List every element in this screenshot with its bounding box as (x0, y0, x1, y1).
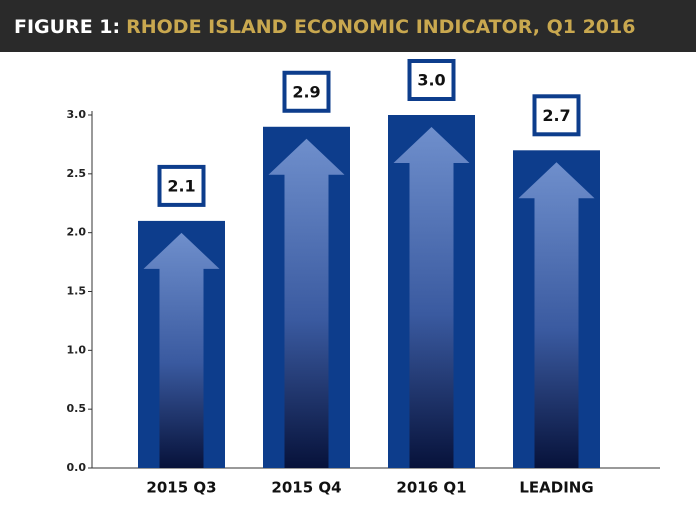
y-tick-label: 2.0 (67, 226, 87, 239)
value-label-box (282, 70, 331, 113)
x-tick-label: 2016 Q1 (396, 479, 466, 497)
value-label-box (157, 164, 206, 207)
arrow (393, 127, 470, 468)
x-tick-label: LEADING (519, 479, 593, 497)
arrow (268, 138, 345, 468)
y-tick-label: 2.5 (67, 167, 87, 180)
value-label-box (407, 59, 456, 101)
figure-label: FIGURE 1: (14, 16, 120, 38)
x-tick-label: 2015 Q3 (146, 479, 216, 497)
x-tick-label: 2015 Q4 (271, 479, 341, 497)
arrow (143, 232, 220, 468)
value-label: 2.9 (292, 82, 320, 101)
y-tick-label: 3.0 (67, 108, 87, 121)
arrow (518, 162, 595, 469)
y-tick-label: 0.0 (67, 461, 87, 474)
value-label: 2.1 (167, 176, 195, 195)
value-label: 2.7 (542, 106, 570, 125)
header: FIGURE 1: RHODE ISLAND ECONOMIC INDICATOR… (14, 16, 635, 38)
y-tick-label: 1.5 (67, 285, 87, 298)
chart-title: RHODE ISLAND ECONOMIC INDICATOR, Q1 2016 (126, 16, 635, 38)
y-tick-label: 0.5 (67, 402, 87, 415)
value-label-box (532, 94, 581, 137)
value-label: 3.0 (417, 71, 445, 90)
header-band (0, 0, 696, 52)
y-tick-label: 1.0 (67, 343, 87, 356)
